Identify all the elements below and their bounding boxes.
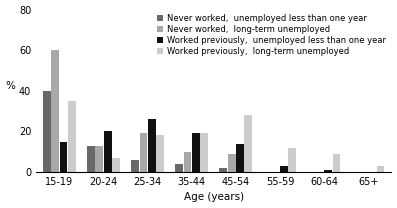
Bar [87, 146, 95, 172]
Bar [95, 146, 103, 172]
X-axis label: Age (years): Age (years) [184, 192, 244, 202]
Bar [324, 170, 332, 172]
Bar [200, 134, 208, 172]
Bar [220, 168, 227, 172]
Bar [148, 119, 156, 172]
Bar [184, 152, 191, 172]
Bar [68, 101, 76, 172]
Bar [156, 135, 164, 172]
Bar [377, 166, 384, 172]
Bar [280, 166, 288, 172]
Bar [43, 91, 51, 172]
Bar [112, 158, 120, 172]
Bar [51, 50, 59, 172]
Bar [140, 134, 147, 172]
Y-axis label: %: % [6, 81, 15, 91]
Bar [236, 144, 244, 172]
Bar [245, 115, 252, 172]
Legend: Never worked,  unemployed less than one year, Never worked,  long-term unemploye: Never worked, unemployed less than one y… [155, 12, 387, 58]
Bar [228, 154, 235, 172]
Bar [175, 164, 183, 172]
Bar [289, 148, 296, 172]
Bar [131, 160, 139, 172]
Bar [60, 142, 67, 172]
Bar [104, 131, 112, 172]
Bar [333, 154, 340, 172]
Bar [192, 134, 200, 172]
